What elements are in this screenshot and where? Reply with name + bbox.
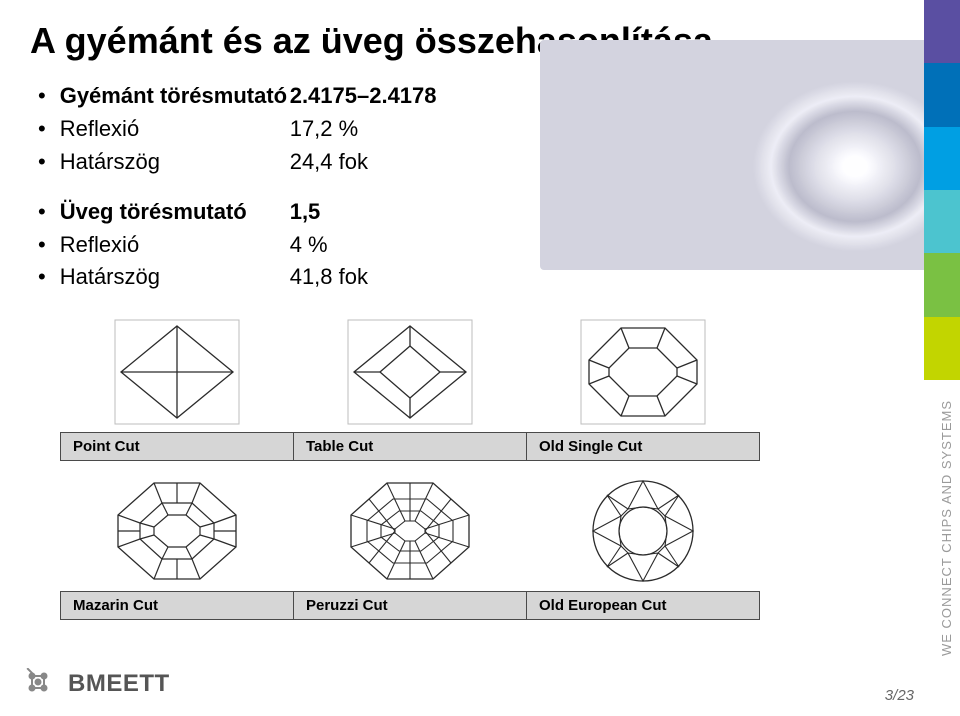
accent-stripes	[924, 0, 960, 380]
label-table-cut: Table Cut	[294, 433, 527, 460]
page-total: 23	[897, 687, 914, 704]
label-old-european-cut: Old European Cut	[527, 592, 759, 619]
content-row: Gyémánt törésmutató2.4175–2.4178Reflexió…	[30, 80, 930, 294]
bullet-item: Határszög24,4 fok	[38, 146, 525, 178]
cuts-bottom-shapes	[60, 461, 760, 591]
cuts-figure: Point Cut Table Cut Old Single Cut	[60, 302, 760, 620]
mazarin-cut-shape	[60, 461, 293, 591]
logo-area: BMEETT	[24, 668, 170, 700]
stripe	[924, 317, 960, 380]
footer: BMEETT 3/23	[0, 660, 960, 716]
bullet-value: 2.4175–2.4178	[290, 80, 437, 112]
bullet-label: Reflexió	[60, 229, 290, 261]
glass-list: Üveg törésmutató1,5Reflexió4 %Határszög4…	[30, 196, 525, 294]
bullet-value: 1,5	[290, 196, 321, 228]
bullet-item: Reflexió17,2 %	[38, 113, 525, 145]
diamond-list: Gyémánt törésmutató2.4175–2.4178Reflexió…	[30, 80, 525, 178]
bullet-value: 24,4 fok	[290, 146, 368, 178]
footer-tagline: WE CONNECT CHIPS AND SYSTEMS	[939, 400, 954, 656]
bullet-label: Üveg törésmutató	[60, 196, 290, 228]
page-number: 3/23	[885, 687, 914, 704]
bullet-value: 17,2 %	[290, 113, 359, 145]
old-european-cut-shape	[527, 461, 760, 591]
label-peruzzi-cut: Peruzzi Cut	[294, 592, 527, 619]
bullet-label: Határszög	[60, 261, 290, 293]
label-old-single-cut: Old Single Cut	[527, 433, 759, 460]
diamond-photo-area	[525, 80, 930, 280]
stripe	[924, 0, 960, 63]
stripe	[924, 190, 960, 253]
stripe	[924, 63, 960, 126]
page-current: 3	[885, 687, 893, 704]
bullet-lists: Gyémánt törésmutató2.4175–2.4178Reflexió…	[30, 80, 525, 294]
bullet-item: Határszög41,8 fok	[38, 261, 525, 293]
slide: A gyémánt és az üveg összehasonlítása Gy…	[0, 0, 960, 716]
bullet-value: 4 %	[290, 229, 328, 261]
bullet-item: Gyémánt törésmutató2.4175–2.4178	[38, 80, 525, 112]
bullet-label: Határszög	[60, 146, 290, 178]
point-cut-shape	[60, 302, 293, 432]
bullet-item: Reflexió4 %	[38, 229, 525, 261]
label-point-cut: Point Cut	[61, 433, 294, 460]
cuts-top-shapes	[60, 302, 760, 432]
diamond-photo	[540, 40, 960, 270]
peruzzi-cut-shape	[293, 461, 526, 591]
table-cut-shape	[293, 302, 526, 432]
stripe	[924, 253, 960, 316]
label-mazarin-cut: Mazarin Cut	[61, 592, 294, 619]
cuts-top-labels: Point Cut Table Cut Old Single Cut	[60, 432, 760, 461]
chip-icon	[24, 668, 58, 700]
logo-text: BMEETT	[68, 670, 170, 698]
bullet-label: Gyémánt törésmutató	[60, 80, 290, 112]
bullet-item: Üveg törésmutató1,5	[38, 196, 525, 228]
bullet-value: 41,8 fok	[290, 261, 368, 293]
bullet-label: Reflexió	[60, 113, 290, 145]
stripe	[924, 127, 960, 190]
cuts-bottom-labels: Mazarin Cut Peruzzi Cut Old European Cut	[60, 591, 760, 620]
old-single-cut-shape	[527, 302, 760, 432]
